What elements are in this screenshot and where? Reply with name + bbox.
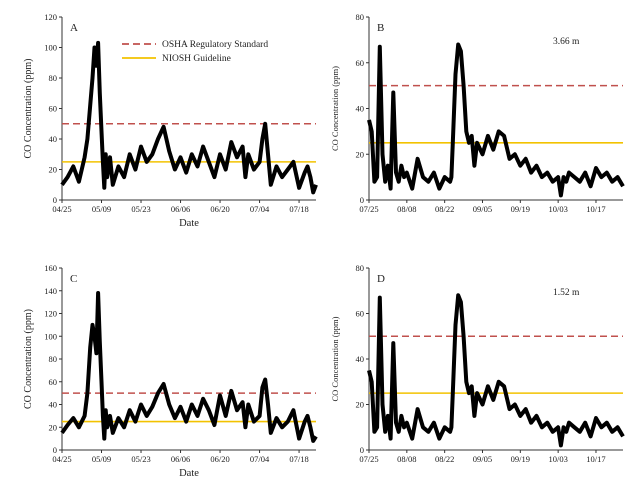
- x-tick-label: 07/25: [359, 454, 378, 464]
- x-tick-label: 09/05: [473, 204, 492, 214]
- y-tick-label: 20: [356, 400, 365, 410]
- y-tick-label: 0: [360, 445, 364, 455]
- co-series-line-c: [60, 291, 318, 443]
- y-tick-label: 20: [356, 149, 365, 159]
- y-tick-label: 120: [44, 12, 57, 22]
- legend-osha-label: OSHA Regulatory Standard: [162, 40, 268, 50]
- x-tick-label: 05/23: [131, 204, 150, 214]
- x-tick-label: 06/20: [210, 204, 229, 214]
- x-tick-label: 07/18: [289, 454, 308, 464]
- x-tick-label: 06/06: [171, 204, 190, 214]
- panel-c: 0 20 40 60 80 100 120 140 160 04/25 05/09 05/23 06/0…: [23, 263, 318, 479]
- x-tick-label: 10/17: [586, 204, 605, 214]
- x-tick-label: 10/17: [586, 454, 605, 464]
- y-axis-label: CO Concentration (ppm): [23, 59, 34, 159]
- x-tick-label: 07/04: [250, 204, 270, 214]
- co-series-line-d: [367, 293, 625, 448]
- panel-letter: D: [377, 273, 385, 285]
- x-tick-label: 07/04: [250, 454, 270, 464]
- y-tick-label: 60: [49, 104, 58, 114]
- co-series-line-a: [60, 40, 318, 195]
- x-tick-label: 05/09: [92, 454, 111, 464]
- y-tick-label: 40: [49, 400, 58, 410]
- panel-letter: A: [70, 22, 78, 34]
- x-tick-label: 06/06: [171, 454, 190, 464]
- y-tick-label: 60: [49, 377, 58, 387]
- y-tick-label: 120: [44, 309, 57, 319]
- y-tick-label: 0: [53, 445, 57, 455]
- y-tick-label: 0: [53, 195, 57, 205]
- panel-d: 0 20 40 60 80 07/25 08/08 08/22 09/05 09/19 10/03 1…: [330, 263, 625, 464]
- x-axis-label: Date: [179, 218, 199, 229]
- y-tick-label: 80: [49, 354, 58, 364]
- y-axis-label: CO Concentration (ppm): [330, 66, 340, 151]
- x-tick-label: 10/03: [548, 454, 567, 464]
- y-tick-label: 60: [356, 58, 365, 68]
- x-tick-label: 07/18: [289, 204, 308, 214]
- y-tick-label: 0: [360, 195, 364, 205]
- y-tick-label: 100: [44, 43, 57, 53]
- x-tick-label: 05/23: [131, 454, 150, 464]
- y-tick-label: 140: [44, 286, 57, 296]
- x-tick-label: 08/22: [435, 454, 454, 464]
- x-tick-label: 08/22: [435, 204, 454, 214]
- y-tick-label: 100: [44, 331, 57, 341]
- x-tick-label: 06/20: [210, 454, 229, 464]
- co-series-line-b: [367, 42, 625, 198]
- y-tick-label: 40: [49, 134, 58, 144]
- x-tick-label: 08/08: [397, 204, 416, 214]
- y-tick-label: 20: [49, 422, 58, 432]
- panel-a: 0 20 40 60 80 100 120 04/25 05/09 05/23 06/06 06/20…: [23, 12, 318, 229]
- y-tick-label: 40: [356, 104, 365, 114]
- x-tick-label: 08/08: [397, 454, 416, 464]
- y-tick-label: 40: [356, 354, 365, 364]
- y-tick-label: 80: [356, 12, 365, 22]
- y-tick-label: 60: [356, 309, 365, 319]
- x-tick-label: 09/19: [511, 454, 530, 464]
- legend-niosh-label: NIOSH Guideline: [162, 54, 231, 64]
- panel-letter: C: [70, 273, 77, 285]
- x-tick-label: 09/05: [473, 454, 492, 464]
- y-tick-label: 160: [44, 263, 57, 273]
- panel-letter: B: [377, 22, 384, 34]
- x-axis-label: Date: [179, 468, 199, 479]
- x-tick-label: 09/19: [511, 204, 530, 214]
- y-axis-label: CO Concentration (ppm): [330, 316, 340, 401]
- depth-note: 1.52 m: [553, 288, 580, 298]
- y-tick-label: 80: [49, 73, 58, 83]
- y-tick-label: 80: [356, 263, 365, 273]
- legend: OSHA Regulatory Standard NIOSH Guideline: [122, 40, 268, 64]
- x-tick-label: 10/03: [548, 204, 567, 214]
- x-tick-label: 05/09: [92, 204, 111, 214]
- x-tick-label: 04/25: [52, 204, 71, 214]
- x-tick-label: 07/25: [359, 204, 378, 214]
- y-axis-label: CO Concentration (ppm): [23, 309, 34, 409]
- y-tick-label: 20: [49, 165, 58, 175]
- depth-note: 3.66 m: [553, 37, 580, 47]
- panel-b: 0 20 40 60 80 07/25 08/08 08/22 09/05 09/19 10/03 1…: [330, 12, 625, 214]
- x-tick-label: 04/25: [52, 454, 71, 464]
